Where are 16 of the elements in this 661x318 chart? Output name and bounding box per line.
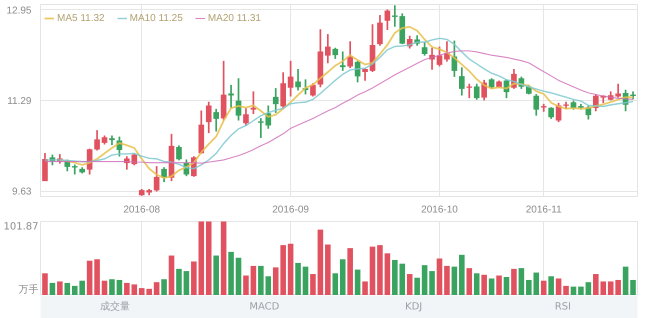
text: KDJ <box>405 302 422 312</box>
legend-label: MA20 11.31 <box>208 12 261 24</box>
legend-label: MA10 11.25 <box>130 12 183 24</box>
text: RSI <box>554 302 571 312</box>
legend-label: MA5 11.32 <box>57 12 105 24</box>
y-axis-title: 万手 <box>18 284 38 296</box>
x-tick-label: 2016-10 <box>421 204 458 216</box>
x-tick-label: 2016-11 <box>526 204 562 216</box>
x-tick-label: 2016-08 <box>123 204 161 216</box>
y-tick-label: 9.63 <box>12 186 32 198</box>
text: 101.87 <box>4 222 39 232</box>
text: MACD <box>249 302 280 312</box>
y-tick-label: 11.29 <box>7 96 32 107</box>
y-tick-label: 12.95 <box>6 5 32 16</box>
x-tick-label: 2016-09 <box>272 204 310 216</box>
text: 成交量 <box>100 300 130 312</box>
